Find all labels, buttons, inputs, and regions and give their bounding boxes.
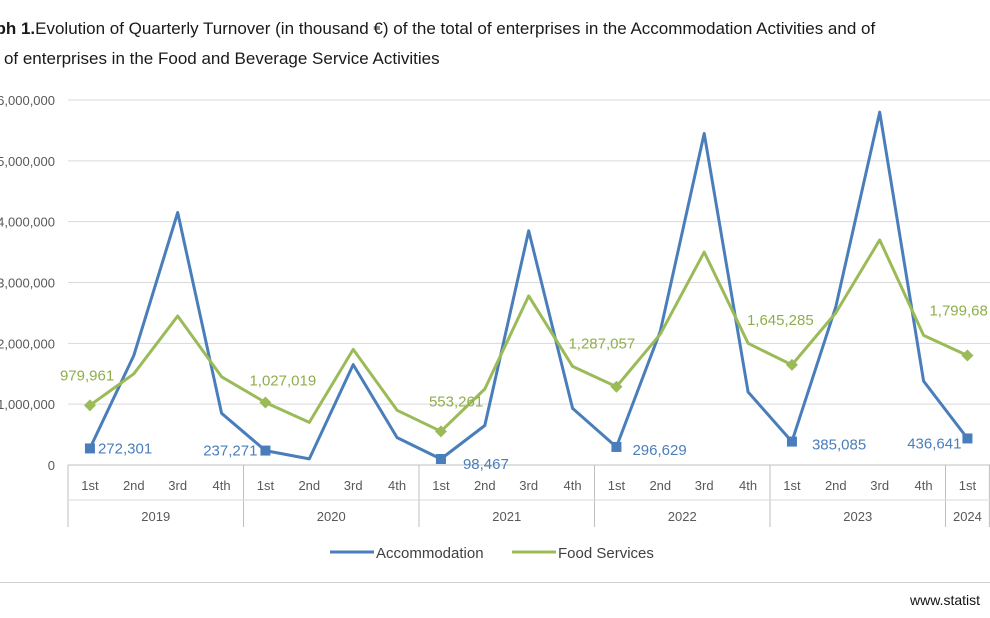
data-label: 296,629 [632, 442, 686, 459]
x-tick-label: 3rd [695, 478, 714, 493]
data-label: 1,287,057 [568, 336, 635, 353]
x-year-label: 2024 [953, 509, 982, 524]
x-tick-label: 3rd [870, 478, 889, 493]
chart-title-line2: al of enterprises in the Food and Bevera… [0, 49, 440, 68]
data-marker [260, 445, 271, 456]
data-marker [84, 443, 95, 454]
chart-title-lead: aph 1. [0, 19, 36, 38]
y-tick-label: 2,000,000 [0, 336, 55, 351]
data-marker [435, 454, 446, 465]
chart-title-text: Evolution of Quarterly Turnover (in thou… [35, 19, 876, 38]
data-label: 1,799,68 [929, 303, 987, 320]
y-tick-label: 0 [48, 458, 55, 473]
series-line-accommodation [88, 110, 969, 461]
chart-title: aph 1.Evolution of Quarterly Turnover (i… [0, 14, 990, 74]
x-year-label: 2021 [492, 509, 521, 524]
x-tick-label: 2nd [825, 478, 847, 493]
x-tick-label: 1st [257, 478, 275, 493]
data-marker [785, 358, 798, 371]
legend-label: Accommodation [376, 545, 484, 562]
data-marker [610, 380, 623, 393]
data-label: 979,961 [60, 367, 114, 384]
x-tick-label: 3rd [168, 478, 187, 493]
data-label: 272,301 [98, 440, 152, 457]
legend-label: Food Services [558, 545, 654, 562]
y-tick-label: 4,000,000 [0, 215, 55, 230]
x-tick-label: 2nd [123, 478, 145, 493]
data-label: 385,085 [812, 437, 866, 454]
data-label: 436,641 [907, 435, 961, 452]
data-marker [259, 396, 272, 409]
series-line-food-services [89, 238, 969, 433]
data-label: 98,467 [463, 456, 509, 473]
data-marker [434, 425, 447, 438]
x-tick-label: 4th [564, 478, 582, 493]
y-tick-label: 5,000,000 [0, 154, 55, 169]
x-tick-label: 1st [432, 478, 450, 493]
data-label: 237,271 [203, 443, 257, 460]
x-tick-label: 2nd [649, 478, 671, 493]
data-marker [611, 441, 622, 452]
y-tick-label: 1,000,000 [0, 397, 55, 412]
x-tick-label: 1st [608, 478, 626, 493]
x-tick-label: 1st [959, 478, 977, 493]
x-tick-label: 4th [388, 478, 406, 493]
x-tick-label: 4th [739, 478, 757, 493]
x-tick-label: 3rd [519, 478, 538, 493]
data-label: 553,261 [429, 393, 483, 410]
x-year-label: 2023 [843, 509, 872, 524]
x-tick-label: 4th [213, 478, 231, 493]
x-year-label: 2022 [668, 509, 697, 524]
x-tick-label: 4th [915, 478, 933, 493]
data-marker [962, 433, 973, 444]
data-label: 1,645,285 [747, 312, 814, 329]
data-label: 1,027,019 [249, 373, 316, 390]
data-marker [83, 399, 96, 412]
footer-divider [0, 582, 990, 583]
x-tick-label: 2nd [474, 478, 496, 493]
line-chart: 0 1,000,000 2,000,000 3,000,000 4,000,000 5,0… [0, 93, 990, 562]
data-marker [961, 349, 974, 362]
x-tick-label: 1st [81, 478, 99, 493]
y-tick-label: 3,000,000 [0, 276, 55, 291]
data-marker [786, 436, 797, 447]
x-tick-label: 1st [783, 478, 801, 493]
x-tick-label: 3rd [344, 478, 363, 493]
x-tick-label: 2nd [298, 478, 320, 493]
x-year-label: 2020 [317, 509, 346, 524]
x-year-label: 2019 [141, 509, 170, 524]
y-tick-label: 6,000,000 [0, 93, 55, 108]
source-label: www.statist [910, 592, 981, 608]
